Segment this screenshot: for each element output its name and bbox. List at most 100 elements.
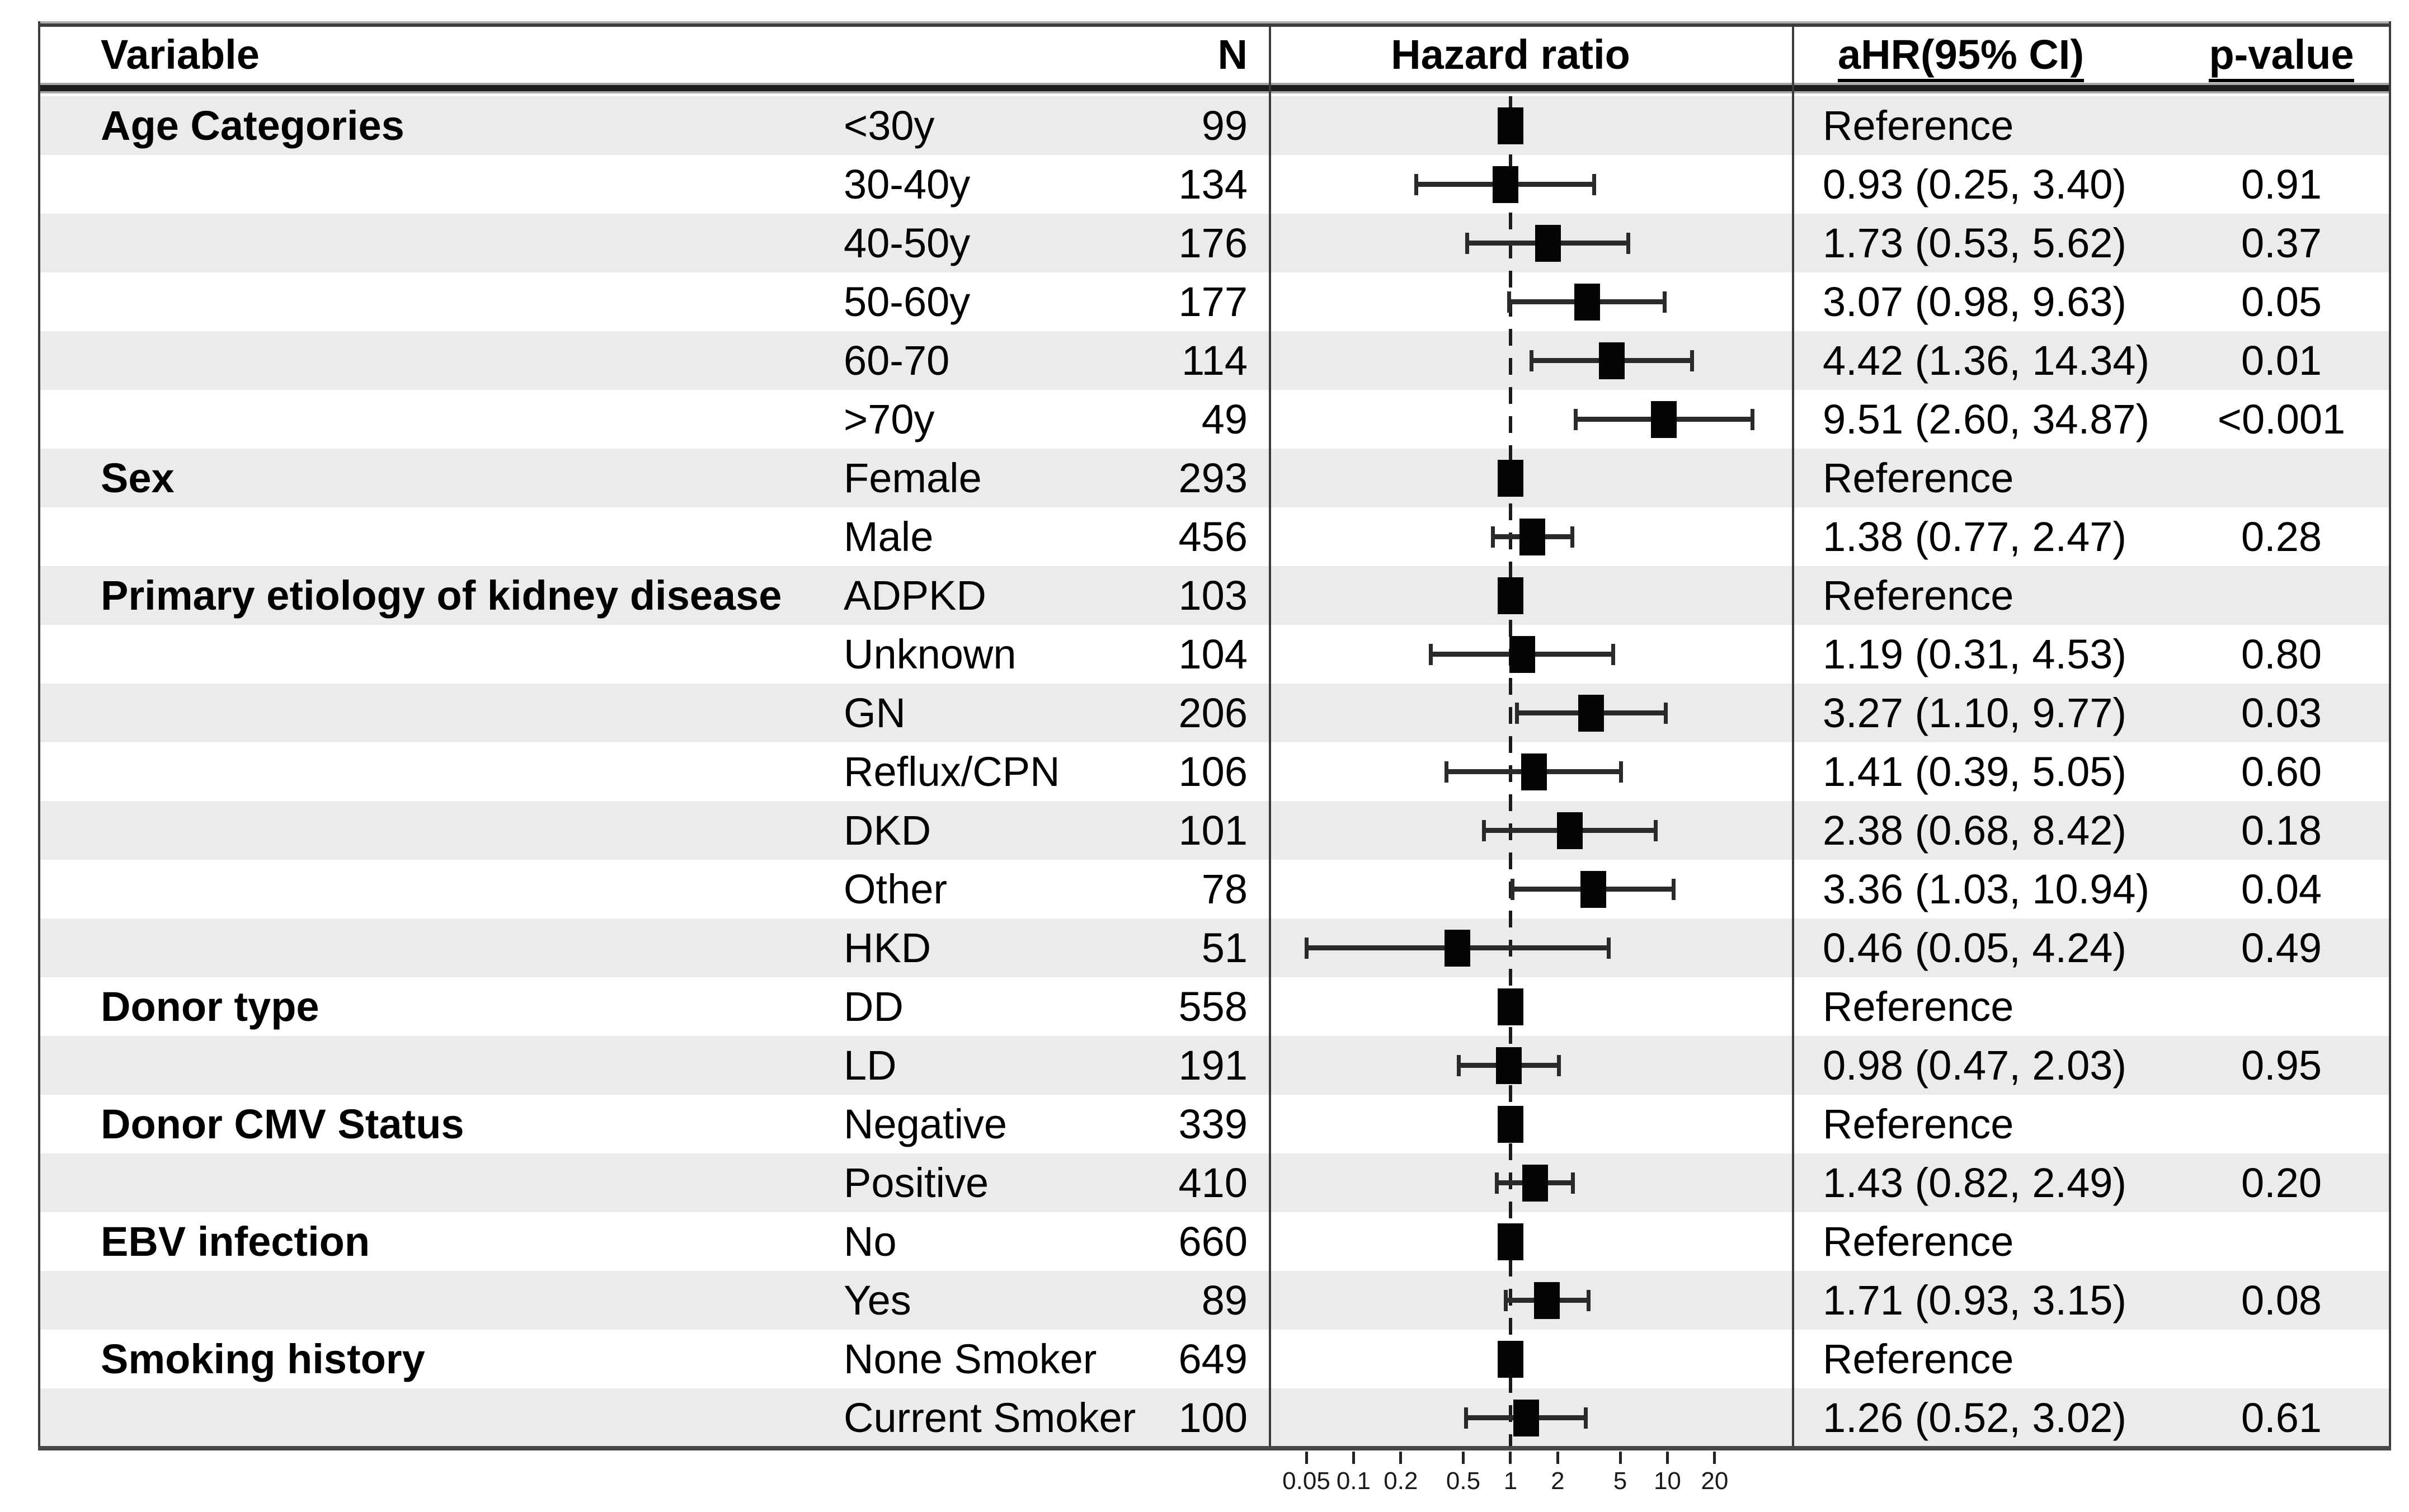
variable-label: EBV infection (101, 1218, 370, 1265)
variable-label: Primary etiology of kidney disease (101, 572, 782, 619)
ci-cap-right (1587, 1289, 1591, 1311)
category-label: Positive (844, 1160, 989, 1206)
p-value-header-text: p-value (2209, 31, 2354, 82)
category-label: LD (844, 1042, 897, 1089)
n-value: 660 (1178, 1218, 1248, 1265)
table-row-stripe (40, 214, 2389, 272)
reference-marker (1497, 1105, 1523, 1143)
n-value: 49 (1201, 396, 1248, 442)
axis-tick (1665, 1452, 1669, 1464)
ci-cap-right (1664, 702, 1668, 724)
category-label: DD (844, 983, 904, 1030)
table-row-stripe (40, 801, 2389, 860)
n-value: 558 (1178, 983, 1248, 1030)
n-value: 106 (1178, 748, 1248, 795)
ahr-ci-value: 3.36 (1.03, 10.94) (1823, 866, 2150, 912)
hr-point-marker (1513, 1399, 1540, 1436)
column-header-hazard-ratio: Hazard ratio (1391, 31, 1630, 78)
n-value: 100 (1178, 1395, 1248, 1441)
table-row-stripe (40, 566, 2389, 625)
p-value: 0.20 (2241, 1160, 2322, 1206)
hr-point-marker (1598, 342, 1625, 379)
ci-cap-right (1653, 819, 1658, 841)
axis-tick (1462, 1452, 1465, 1464)
column-header-n: N (1217, 31, 1248, 78)
n-value: 293 (1178, 455, 1248, 501)
category-label: Yes (844, 1277, 911, 1323)
p-value: 0.37 (2241, 220, 2322, 266)
p-value: 0.95 (2241, 1042, 2322, 1089)
ci-cap-left (1304, 937, 1309, 959)
category-label: HKD (844, 925, 931, 971)
n-value: 177 (1178, 279, 1248, 325)
left-border (38, 21, 40, 1450)
ci-cap-left (1464, 1407, 1468, 1429)
table-row-stripe (40, 96, 2389, 155)
category-label: DKD (844, 807, 931, 854)
ci-cap-left (1482, 819, 1486, 841)
table-row-stripe (40, 1388, 2389, 1447)
ci-cap-right (1570, 1172, 1575, 1194)
ci-cap-right (1690, 350, 1694, 371)
p-value: 0.05 (2241, 279, 2322, 325)
table-row-stripe (40, 1036, 2389, 1095)
table-row-stripe (40, 1271, 2389, 1330)
bottom-border (38, 1446, 2391, 1450)
ci-cap-right (1556, 1054, 1561, 1076)
ci-cap-left (1573, 408, 1578, 430)
ahr-ci-value: Reference (1823, 1336, 2014, 1382)
n-value: 104 (1178, 631, 1248, 677)
hr-point-marker (1445, 929, 1471, 967)
header-separator (38, 85, 2391, 91)
hr-point-marker (1519, 518, 1546, 555)
variable-label: Smoking history (101, 1336, 425, 1382)
axis-tick (1352, 1452, 1355, 1464)
ci-cap-left (1490, 526, 1495, 548)
table-row-stripe (40, 449, 2389, 507)
ci-cap-left (1414, 173, 1418, 195)
hr-point-marker (1556, 812, 1583, 849)
ahr-ci-value: Reference (1823, 102, 2014, 149)
column-header-p-value: p-value (2181, 25, 2382, 84)
ci-cap-right (1626, 232, 1630, 254)
p-value: 0.01 (2241, 337, 2322, 384)
reference-marker (1497, 107, 1523, 144)
category-label: GN (844, 690, 906, 736)
category-label: 60-70 (844, 337, 950, 384)
right-border (2389, 21, 2391, 1450)
top-border (38, 23, 2391, 27)
hr-point-marker (1578, 694, 1605, 732)
ahr-ci-value: 3.07 (0.98, 9.63) (1823, 279, 2127, 325)
ahr-ci-value: 2.38 (0.68, 8.42) (1823, 807, 2127, 854)
table-row-stripe (40, 684, 2389, 742)
n-value: 103 (1178, 572, 1248, 619)
ahr-ci-value: 1.19 (0.31, 4.53) (1823, 631, 2127, 677)
top-border-light (38, 21, 2391, 23)
hr-point-marker (1522, 1164, 1548, 1202)
hr-point-marker (1496, 1047, 1522, 1084)
n-value: 78 (1201, 866, 1248, 912)
axis-tick (1618, 1452, 1622, 1464)
ahr-ci-value: Reference (1823, 455, 2014, 501)
hr-point-marker (1580, 870, 1606, 908)
category-label: ADPKD (844, 572, 986, 619)
ci-cap-right (1611, 643, 1616, 665)
p-value: 0.60 (2241, 748, 2322, 795)
ci-cap-right (1592, 173, 1596, 195)
ahr-ci-value: 3.27 (1.10, 9.77) (1823, 690, 2127, 736)
p-value: <0.001 (2217, 396, 2346, 442)
axis-tick-label: 0.5 (1446, 1467, 1481, 1495)
category-label: Female (844, 455, 982, 501)
ahr-ci-value: 9.51 (2.60, 34.87) (1823, 396, 2150, 442)
hr-point-marker (1521, 753, 1547, 790)
n-value: 114 (1182, 337, 1248, 384)
axis-tick-label: 0.05 (1282, 1467, 1330, 1495)
n-value: 51 (1201, 925, 1248, 971)
header-separator-light-bottom (38, 91, 2391, 93)
n-value: 649 (1178, 1336, 1248, 1382)
p-value: 0.49 (2241, 925, 2322, 971)
ci-cap-right (1663, 291, 1667, 313)
variable-label: Donor CMV Status (101, 1101, 464, 1147)
